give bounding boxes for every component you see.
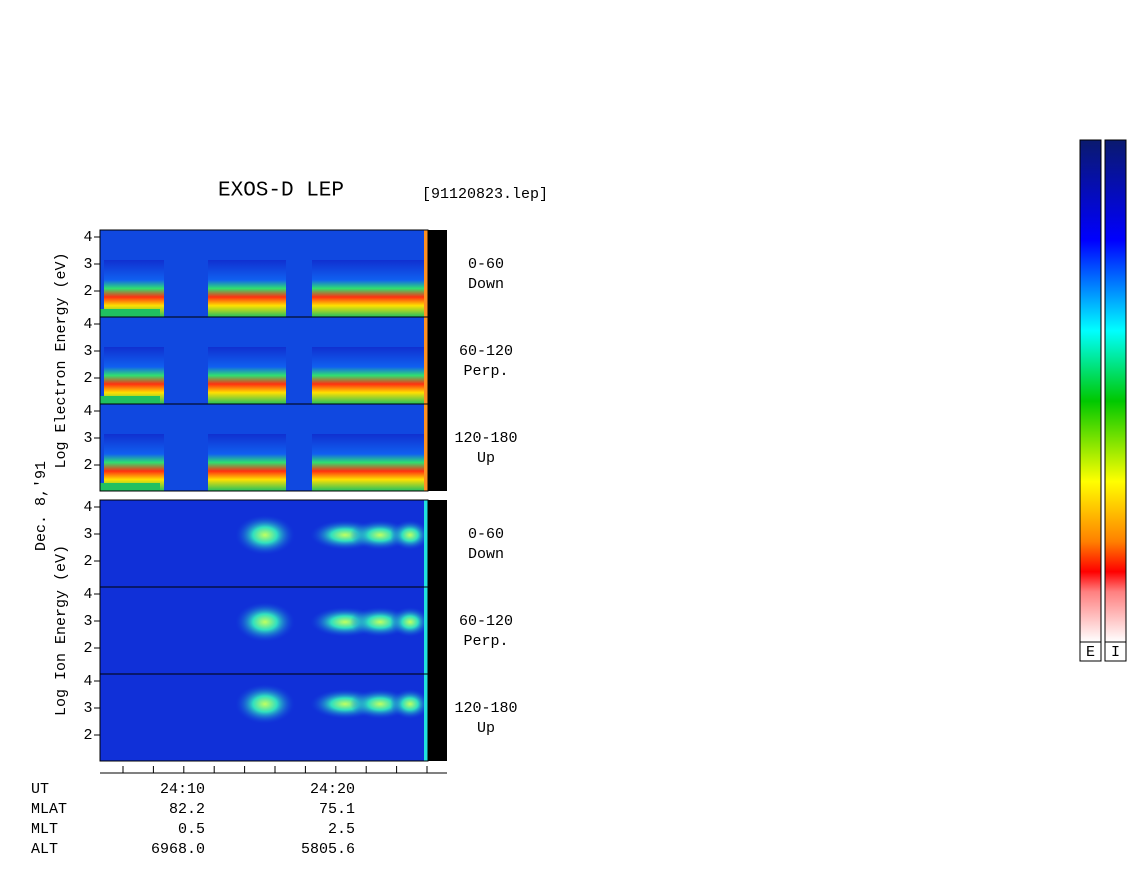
data-gap [428,500,447,587]
y-tick-label: 2 [83,640,92,657]
data-gap [428,230,447,317]
spectrogram-band [100,396,160,404]
edge-strip [424,404,428,491]
file-name: [91120823.lep] [422,186,548,203]
spectrogram-band [246,347,286,404]
row-value: 2.5 [328,821,355,838]
row-label: ALT [31,841,58,858]
y-tick-label: 3 [83,613,92,630]
colorbar [1079,139,1102,643]
y-tick-label: 4 [83,316,92,333]
y-tick-label: 2 [83,283,92,300]
colorbar-label-box [1104,641,1127,662]
spectrogram-blob [390,520,430,550]
y-tick-label: 3 [83,256,92,273]
spectrogram-band [312,434,426,491]
spectrogram-blob [390,689,430,719]
spectrogram-band [100,309,160,317]
row-value: 6968.0 [151,841,205,858]
angle-range: 60-120 [459,613,513,630]
date: Dec. 8,'91 [33,461,50,551]
spectrogram-band [312,260,426,317]
y-tick-label: 3 [83,526,92,543]
row-value: 24:10 [160,781,205,798]
panel-frame [99,673,429,762]
direction: Down [468,546,504,563]
y-tick-label: 2 [83,553,92,570]
colorbar-label: I [1111,644,1120,661]
spectrogram-band [100,483,160,491]
colorbar-label: E [1086,644,1095,661]
spectrogram-blob [235,515,295,555]
data-gap [428,404,447,491]
edge-strip [424,230,428,317]
direction: Up [477,720,495,737]
spectrogram-band [104,347,164,404]
angle-range: 120-180 [454,430,517,447]
spectrogram-band [104,434,164,491]
y-tick-label: 3 [83,343,92,360]
data-gap [428,587,447,674]
data-gap [428,674,447,761]
row-value: 5805.6 [301,841,355,858]
row-label: UT [31,781,49,798]
row-label: MLT [31,821,58,838]
row-value: 0.5 [178,821,205,838]
spectrogram-blob [390,607,430,637]
colorbar-label-box [1079,641,1102,662]
y-tick-label: 2 [83,370,92,387]
y-tick-label: 2 [83,727,92,744]
angle-range: 0-60 [468,256,504,273]
row-label: MLAT [31,801,67,818]
edge-strip [424,500,428,587]
spectrogram-band [104,260,164,317]
row-value: 24:20 [310,781,355,798]
spectrogram-blob [235,602,295,642]
angle-range: 120-180 [454,700,517,717]
row-value: 75.1 [319,801,355,818]
angle-range: 0-60 [468,526,504,543]
edge-strip [424,317,428,404]
spectrogram-band [246,434,286,491]
y-tick-label: 4 [83,229,92,246]
colorbar [1104,139,1127,643]
direction: Up [477,450,495,467]
row-value: 82.2 [169,801,205,818]
title: EXOS-D LEP [218,180,344,203]
time-axis: UT 24:10 24:20 MLAT 82.2 75.1 MLT 0.5 2.5 ALT 6968… [31,766,447,858]
y-tick-label: 3 [83,430,92,447]
edge-strip [424,674,428,761]
y-axis-label: Log Ion Energy (eV) [53,545,70,716]
y-tick-label: 2 [83,457,92,474]
spectrogram-band [312,347,426,404]
direction: Down [468,276,504,293]
panels: Log Electron Energy (eV) 4 3 2 0-60 Down 4 3 2 60… [53,229,518,762]
edge-strip [424,587,428,674]
y-tick-label: 4 [83,673,92,690]
y-tick-label: 4 [83,403,92,420]
y-tick-label: 3 [83,700,92,717]
spectrogram-blob [235,684,295,724]
y-axis-label: Log Electron Energy (eV) [53,252,70,468]
direction: Perp. [463,633,508,650]
data-gap [428,317,447,404]
y-tick-label: 4 [83,499,92,516]
spectrogram-band [246,260,286,317]
panel-frame [99,403,429,492]
direction: Perp. [463,363,508,380]
y-tick-label: 4 [83,586,92,603]
angle-range: 60-120 [459,343,513,360]
